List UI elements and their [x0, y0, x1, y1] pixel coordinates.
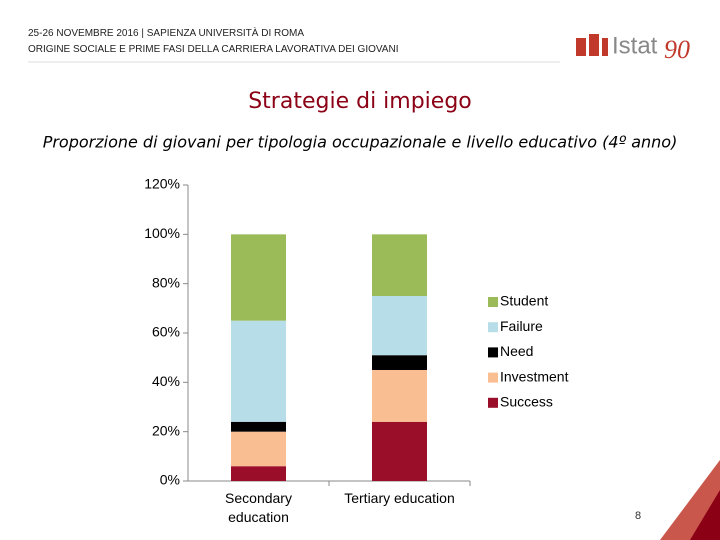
legend-label: Need — [500, 343, 533, 359]
bar-segment — [231, 421, 286, 432]
header-line: ORIGINE SOCIALE E PRIME FASI DELLA CARRI… — [28, 44, 399, 55]
legend-swatch — [488, 397, 498, 408]
bar-segment — [372, 355, 427, 370]
logo-icon — [589, 34, 599, 56]
logo-icon — [576, 38, 586, 56]
legend-swatch — [488, 322, 498, 333]
legend-swatch — [488, 347, 498, 358]
corner-decoration — [690, 490, 720, 540]
x-tick-label: Tertiary education — [344, 490, 455, 506]
legend-label: Student — [500, 293, 548, 309]
bar-segment — [231, 234, 286, 321]
page-number: 8 — [635, 510, 641, 522]
bar-segment — [372, 421, 427, 481]
logo-icon — [602, 38, 608, 56]
legend-label: Investment — [500, 368, 569, 384]
header-line: 25-26 NOVEMBRE 2016 | SAPIENZA UNIVERSIT… — [28, 28, 305, 39]
logo-number: 90 — [664, 35, 690, 64]
chart-subtitle: Proporzione di giovani per tipologia occ… — [43, 133, 678, 152]
bar-segment — [372, 296, 427, 356]
y-tick-label: 60% — [152, 324, 180, 340]
legend-swatch — [488, 372, 498, 383]
bar-segment — [372, 370, 427, 422]
y-tick-label: 0% — [160, 472, 180, 488]
bar-segment — [231, 320, 286, 422]
y-tick-label: 120% — [144, 176, 180, 192]
chart-title: Strategie di impiego — [248, 89, 472, 114]
y-tick-label: 40% — [152, 373, 180, 389]
x-tick-label: Secondary education — [225, 490, 292, 525]
bar-segment — [231, 431, 286, 467]
bar-segment — [231, 466, 286, 481]
logo-text: Istat — [612, 32, 658, 59]
y-tick-label: 20% — [152, 422, 180, 438]
legend-label: Success — [500, 394, 553, 410]
legend-swatch — [488, 297, 498, 307]
bar-segment — [372, 234, 427, 296]
y-tick-label: 80% — [152, 274, 180, 290]
legend-label: Failure — [500, 318, 543, 334]
y-tick-label: 100% — [144, 225, 180, 241]
